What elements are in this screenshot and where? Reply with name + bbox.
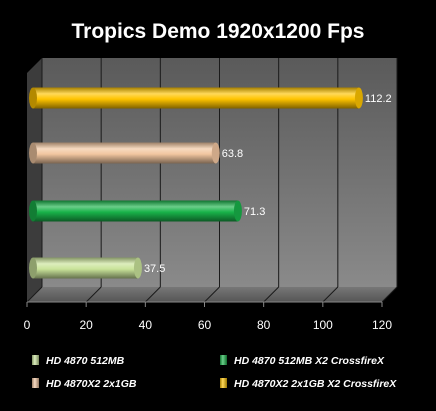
legend: HD 4870 512MB HD 4870 512MB X2 CrossfireX… [32,355,397,390]
tick-label: 100 [313,318,333,332]
bar-hd-4870-512mb [29,257,142,279]
bar-cap [233,200,242,222]
gridline-floor [381,286,398,303]
side-wall [27,58,42,302]
tick-label: 40 [139,318,153,332]
bar-body [33,257,138,279]
bar-hd-4870-512mb-x2-crossfirex [29,200,242,222]
legend-item: HD 4870 512MB X2 CrossfireX [220,355,385,367]
legend-label: HD 4870X2 2x1GB [46,378,137,390]
tick-label: 60 [198,318,212,332]
gridline-floor [322,286,339,303]
data-label: 63.8 [222,148,243,160]
gridline-floor [85,286,102,303]
legend-label: HD 4870 512MB [46,355,125,367]
data-label: 71.3 [244,206,265,218]
gridline-floor [144,286,161,303]
chart-title: Tropics Demo 1920x1200 Fps [72,20,365,43]
bar-body [33,142,216,164]
bar-cap [211,142,220,164]
bar-base [29,87,37,109]
data-labels: 112.2 63.8 71.3 37.5 [144,93,392,275]
tick-label: 20 [79,318,93,332]
bar-body [33,200,238,222]
data-label: 112.2 [365,93,392,105]
bars [29,87,363,279]
bar-cap [133,257,142,279]
gridline-floor [26,286,43,303]
bar-hd-4870x2-2x1gb [29,142,220,164]
legend-item: HD 4870X2 2x1GB [32,378,137,390]
legend-label: HD 4870X2 2x1GB X2 CrossfireX [234,378,397,390]
bar-base [29,142,37,164]
gridline-floor [204,286,220,303]
tick-label: 80 [257,318,271,332]
legend-item: HD 4870X2 2x1GB X2 CrossfireX [220,378,397,390]
legend-swatch [32,378,39,388]
legend-swatch [220,355,227,365]
x-axis-ticks: 0 20 40 60 80 100 120 [24,301,392,332]
bar-base [29,200,37,222]
bar-cap [354,87,363,109]
legend-label: HD 4870 512MB X2 CrossfireX [234,355,385,367]
tick-label: 120 [372,318,392,332]
tick-label: 0 [24,318,31,332]
legend-item: HD 4870 512MB [32,355,125,367]
bar-body [33,87,359,109]
legend-swatch [220,378,227,388]
bar-hd-4870x2-2x1gb-x2-crossfirex [29,87,363,109]
bar-base [29,257,37,279]
legend-swatch [32,355,39,365]
gridline-floor [263,286,280,303]
data-label: 37.5 [144,263,165,275]
